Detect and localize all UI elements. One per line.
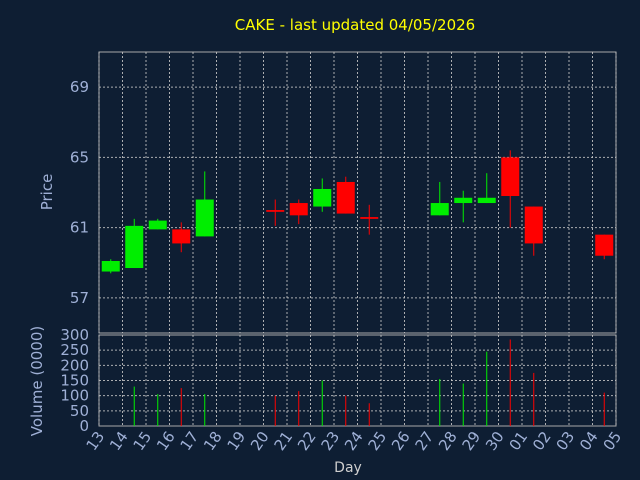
x-tick-label: 14 bbox=[106, 428, 132, 454]
x-tick-label: 19 bbox=[224, 428, 250, 454]
volume-tick-label: 250 bbox=[60, 341, 89, 359]
volume-tick-label: 50 bbox=[70, 402, 89, 420]
x-tick-label: 04 bbox=[576, 428, 602, 454]
x-tick-label: 27 bbox=[412, 428, 438, 454]
volume-tick-label: 300 bbox=[60, 326, 89, 344]
candle-body bbox=[454, 197, 473, 204]
x-tick-label: 15 bbox=[130, 428, 156, 454]
x-tick-label: 02 bbox=[529, 428, 555, 454]
candle-body bbox=[313, 188, 332, 207]
candle-body bbox=[430, 203, 449, 216]
volume-tick-label: 150 bbox=[60, 372, 89, 390]
price-tick-label: 57 bbox=[70, 289, 89, 307]
price-panel: 57 61 65 69 bbox=[70, 51, 617, 334]
x-tick-label: 17 bbox=[177, 428, 203, 454]
price-tick-label: 61 bbox=[70, 219, 89, 237]
candle-body bbox=[266, 210, 285, 212]
candle-body bbox=[524, 206, 543, 244]
candle-body bbox=[195, 199, 214, 237]
x-tick-label: 28 bbox=[435, 428, 461, 454]
candle-body bbox=[595, 234, 614, 256]
x-tick-label: 05 bbox=[600, 428, 626, 454]
candle-body bbox=[501, 157, 520, 197]
candle-body bbox=[101, 260, 120, 272]
candle-body bbox=[172, 229, 191, 244]
volume-tick-label: 100 bbox=[60, 387, 89, 405]
x-tick-label: 26 bbox=[388, 428, 414, 454]
x-axis-label: Day bbox=[334, 460, 362, 476]
x-tick-label: 18 bbox=[200, 428, 226, 454]
x-tick-label: 16 bbox=[153, 428, 179, 454]
price-tick-label: 65 bbox=[70, 148, 89, 166]
x-tick-label: 23 bbox=[318, 428, 344, 454]
x-tick-label: 24 bbox=[341, 428, 367, 454]
volume-tick-label: 0 bbox=[79, 417, 89, 435]
candle-body bbox=[336, 181, 355, 214]
x-tick-label: 25 bbox=[365, 428, 391, 454]
volume-tick-label: 200 bbox=[60, 356, 89, 374]
x-tick-label: 20 bbox=[247, 428, 273, 454]
candle-body bbox=[289, 203, 308, 216]
x-tick-label: 30 bbox=[482, 428, 508, 454]
chart-title: CAKE - last updated 04/05/2026 bbox=[235, 16, 475, 34]
x-tick-label: 03 bbox=[553, 428, 579, 454]
x-tick-label: 22 bbox=[294, 428, 320, 454]
volume-axis-label: Volume (0000) bbox=[28, 326, 46, 436]
price-tick-label: 69 bbox=[70, 78, 89, 96]
price-axis-label: Price bbox=[38, 174, 56, 211]
candle-body bbox=[360, 217, 379, 219]
x-axis: 1314151617181920212223242526272829300102… bbox=[83, 428, 626, 454]
candle-body bbox=[125, 225, 144, 269]
x-tick-label: 29 bbox=[459, 428, 485, 454]
candle-body bbox=[477, 197, 496, 204]
x-tick-label: 01 bbox=[506, 428, 532, 454]
x-tick-label: 21 bbox=[271, 428, 297, 454]
candle-body bbox=[148, 220, 167, 230]
